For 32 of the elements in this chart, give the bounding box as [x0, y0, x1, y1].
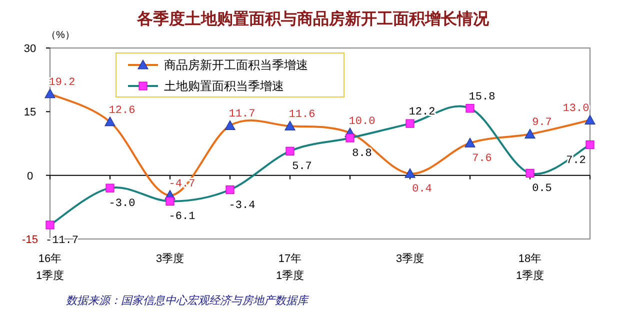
y-axis-title: （%）	[46, 30, 75, 41]
data-label: -6.1	[168, 211, 196, 224]
data-label: 12.2	[408, 106, 436, 119]
data-label: -11.7	[45, 234, 79, 247]
y-tick-label: 30	[24, 43, 36, 55]
data-label: 11.7	[228, 108, 256, 121]
data-label: -3.4	[228, 200, 256, 212]
x-tick-label: 18年 1季度	[516, 253, 544, 282]
legend-label: 土地购置面积当季增速	[164, 79, 284, 93]
x-tick-label: 17年 1季度	[276, 253, 304, 282]
x-tick-label: 16年 1季度	[36, 253, 64, 282]
x-tick-label: 3季度	[156, 252, 184, 265]
data-label: -3.0	[108, 198, 136, 210]
data-label: 11.6	[288, 109, 316, 122]
data-label: 12.6	[108, 104, 136, 117]
data-label: 15.8	[468, 91, 496, 104]
data-label: 5.7	[292, 161, 312, 174]
x-tick-label: 3季度	[396, 252, 424, 265]
y-tick-label: 0	[26, 170, 34, 182]
data-label: 0.4	[412, 184, 432, 196]
data-label: 7.6	[472, 153, 492, 166]
chart-title: 各季度土地购置面积与商品房新开工面积增长情况	[136, 9, 490, 28]
data-label: 0.5	[532, 183, 552, 196]
y-tick-label: -15	[22, 234, 38, 246]
data-label: 13.0	[562, 103, 590, 116]
source-note: 数据来源：国家信息中心宏观经济与房地产数据库	[66, 294, 310, 307]
data-label: 9.7	[532, 117, 552, 130]
data-label: 10.0	[348, 116, 376, 128]
y-tick-label: 15	[24, 106, 36, 119]
data-label: 8.8	[352, 148, 372, 160]
data-label: 7.2	[566, 154, 586, 167]
legend-label: 商品房新开工面积当季增速	[164, 58, 308, 72]
